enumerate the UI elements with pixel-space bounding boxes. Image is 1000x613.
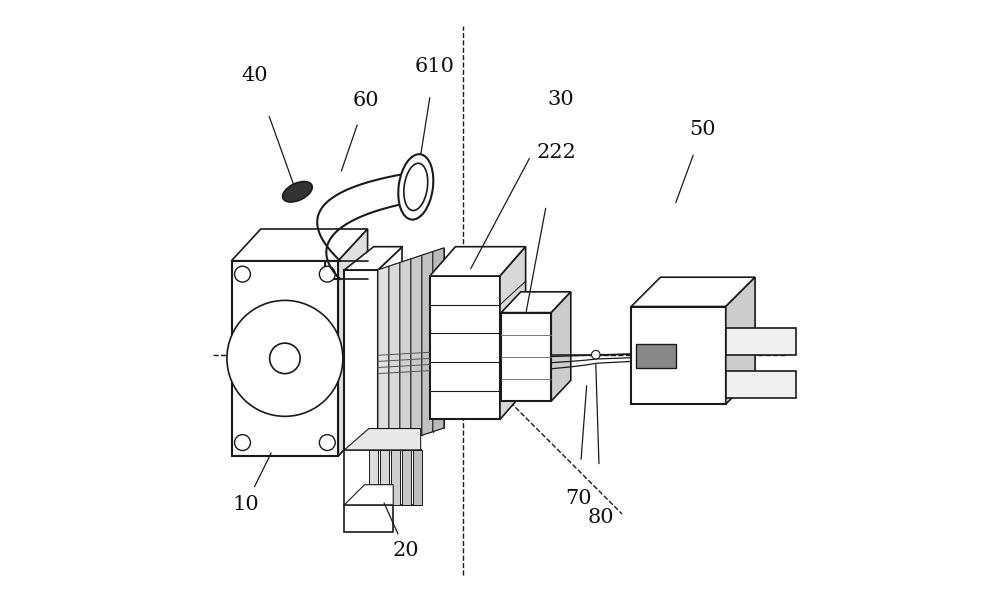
Bar <box>391 450 400 505</box>
Text: 610: 610 <box>415 57 455 76</box>
Polygon shape <box>631 277 755 306</box>
Text: 40: 40 <box>241 66 268 85</box>
Bar <box>380 450 389 505</box>
Bar <box>501 313 551 401</box>
Text: 70: 70 <box>565 489 591 508</box>
Circle shape <box>270 343 300 374</box>
Bar <box>402 450 411 505</box>
Bar <box>430 276 500 419</box>
Polygon shape <box>500 246 526 419</box>
Polygon shape <box>433 248 444 432</box>
Text: 80: 80 <box>587 508 614 527</box>
Bar <box>344 450 421 505</box>
Bar <box>631 306 726 404</box>
Polygon shape <box>726 277 755 404</box>
Polygon shape <box>430 246 526 276</box>
Bar <box>369 450 378 505</box>
Polygon shape <box>232 229 368 261</box>
Ellipse shape <box>398 154 433 219</box>
Polygon shape <box>422 251 433 435</box>
Bar <box>232 261 338 456</box>
Ellipse shape <box>283 181 312 202</box>
Circle shape <box>235 266 250 282</box>
Polygon shape <box>501 292 571 313</box>
Ellipse shape <box>404 163 428 210</box>
Polygon shape <box>389 262 400 446</box>
Polygon shape <box>344 428 421 450</box>
Circle shape <box>235 435 250 451</box>
Bar <box>636 345 676 368</box>
Text: 20: 20 <box>392 541 419 560</box>
Polygon shape <box>400 259 411 443</box>
Polygon shape <box>378 266 389 450</box>
Polygon shape <box>338 229 368 456</box>
Text: 222: 222 <box>536 143 576 162</box>
Polygon shape <box>551 292 571 401</box>
Polygon shape <box>344 246 402 270</box>
Bar <box>413 450 422 505</box>
Circle shape <box>319 435 335 451</box>
Text: 50: 50 <box>689 120 716 139</box>
Circle shape <box>227 300 343 416</box>
Polygon shape <box>344 485 393 505</box>
Bar <box>726 328 796 356</box>
Bar <box>344 270 378 450</box>
Text: 60: 60 <box>352 91 379 110</box>
Text: 30: 30 <box>548 89 574 109</box>
Text: 10: 10 <box>232 495 259 514</box>
Polygon shape <box>411 255 422 439</box>
Circle shape <box>319 266 335 282</box>
Bar <box>726 371 796 398</box>
Circle shape <box>592 351 600 359</box>
Bar <box>344 505 393 532</box>
